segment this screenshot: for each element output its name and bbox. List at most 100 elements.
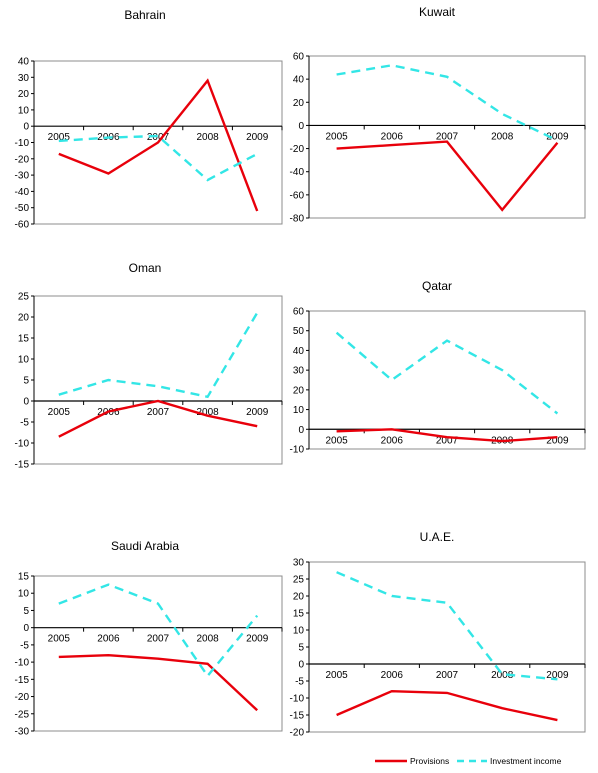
- y-tick-label: 25: [18, 292, 30, 303]
- provisions-line: [58, 399, 258, 438]
- y-tick-label: 20: [18, 313, 30, 324]
- x-tick-label: 2007: [436, 131, 459, 142]
- y-tick-label: -20: [290, 728, 305, 739]
- plot-area-frame: [33, 295, 283, 465]
- x-tick-label: 2007: [147, 407, 170, 418]
- x-tick-label: 2008: [491, 670, 514, 681]
- chart-title: Qatar: [422, 279, 452, 293]
- y-tick-label: -60: [15, 220, 30, 231]
- x-tick-label: 2008: [196, 132, 219, 143]
- x-tick-label: 2008: [196, 407, 219, 418]
- legend: Provisions Investment income: [375, 756, 562, 766]
- legend-label: Provisions: [410, 756, 449, 766]
- y-tick-label: 20: [293, 385, 305, 396]
- chart-panel-6: U.A.E. 30 25 20 15 10 5 0 -5 -10 -15 -20 2005 2006 200…: [290, 530, 586, 739]
- y-tick-label: -10: [290, 694, 305, 705]
- y-tick-label: 0: [23, 623, 29, 634]
- y-tick-label: -5: [20, 418, 29, 429]
- provisions-line: [336, 689, 558, 722]
- x-tick-label: 2008: [196, 634, 219, 645]
- y-tick-label: 40: [293, 346, 305, 357]
- y-tick-label: 60: [293, 52, 305, 63]
- y-tick-label: 10: [18, 355, 30, 366]
- y-tick-label: 0: [23, 397, 29, 408]
- investment-income-line: [58, 312, 259, 399]
- x-tick-label: 2009: [546, 670, 569, 681]
- x-tick-label: 2009: [546, 435, 569, 446]
- y-tick-label: 25: [293, 575, 305, 586]
- chart-panel-2: Kuwait 60 40 20 0 -20 -40 -60 -80 2005 2006 2007 200…: [290, 5, 586, 225]
- y-tick-label: 5: [23, 606, 29, 617]
- y-tick-label: -20: [290, 144, 305, 155]
- y-tick-label: 20: [18, 89, 30, 100]
- x-tick-label: 2006: [97, 634, 120, 645]
- y-tick-label: -15: [15, 460, 30, 471]
- x-tick-label: 2005: [48, 407, 71, 418]
- y-tick-label: -20: [15, 154, 30, 165]
- y-tick-label: 20: [293, 98, 305, 109]
- y-tick-label: -25: [15, 709, 30, 720]
- y-tick-label: 10: [293, 405, 305, 416]
- x-tick-label: 2007: [436, 670, 459, 681]
- x-tick-label: 2005: [325, 670, 348, 681]
- y-tick-label: -5: [295, 677, 304, 688]
- y-tick-label: 0: [298, 121, 304, 132]
- y-tick-label: -50: [15, 203, 30, 214]
- y-tick-label: 5: [298, 643, 304, 654]
- chart-title: U.A.E.: [420, 530, 455, 544]
- y-tick-label: 30: [18, 73, 30, 84]
- y-tick-label: 50: [293, 326, 305, 337]
- y-tick-label: -10: [15, 138, 30, 149]
- y-tick-label: -40: [15, 187, 30, 198]
- y-tick-label: 30: [293, 366, 305, 377]
- y-tick-label: 10: [293, 626, 305, 637]
- y-tick-label: 30: [293, 558, 305, 569]
- chart-title: Kuwait: [419, 5, 456, 19]
- legend-label: Investment income: [490, 756, 562, 766]
- x-tick-label: 2006: [381, 670, 404, 681]
- y-tick-label: -30: [15, 171, 30, 182]
- x-tick-label: 2005: [48, 132, 71, 143]
- provisions-line: [336, 428, 558, 443]
- y-tick-label: 0: [298, 660, 304, 671]
- x-tick-label: 2005: [48, 634, 71, 645]
- y-tick-label: 15: [293, 609, 305, 620]
- y-tick-label: 5: [23, 376, 29, 387]
- plot-area-frame: [308, 310, 586, 450]
- x-tick-label: 2007: [147, 634, 170, 645]
- y-tick-label: -5: [20, 640, 29, 651]
- provisions-line: [336, 140, 559, 212]
- investment-income-line: [58, 583, 259, 678]
- x-tick-label: 2007: [147, 132, 170, 143]
- y-tick-label: -15: [15, 675, 30, 686]
- x-tick-label: 2009: [246, 634, 269, 645]
- y-tick-label: -40: [290, 167, 305, 178]
- investment-income-line: [336, 64, 558, 142]
- y-tick-label: -10: [15, 658, 30, 669]
- x-tick-label: 2005: [325, 131, 348, 142]
- y-tick-label: 20: [293, 592, 305, 603]
- x-tick-label: 2006: [381, 435, 404, 446]
- chart-title: Bahrain: [124, 8, 165, 22]
- y-tick-label: 40: [293, 75, 305, 86]
- x-tick-label: 2008: [491, 131, 514, 142]
- y-tick-label: 10: [18, 589, 30, 600]
- y-tick-label: -80: [290, 214, 305, 225]
- y-tick-label: 60: [293, 307, 305, 318]
- x-tick-label: 2006: [381, 131, 404, 142]
- y-tick-label: -60: [290, 190, 305, 201]
- provisions-line: [58, 653, 259, 712]
- investment-income-line: [58, 134, 258, 182]
- y-tick-label: -15: [290, 711, 305, 722]
- investment-income-line: [336, 571, 558, 681]
- x-tick-label: 2007: [436, 435, 459, 446]
- x-tick-label: 2009: [546, 131, 569, 142]
- x-tick-label: 2009: [246, 132, 269, 143]
- provisions-line: [58, 78, 259, 212]
- y-tick-label: -20: [15, 692, 30, 703]
- y-tick-label: 0: [23, 122, 29, 133]
- plot-area-frame: [308, 561, 586, 733]
